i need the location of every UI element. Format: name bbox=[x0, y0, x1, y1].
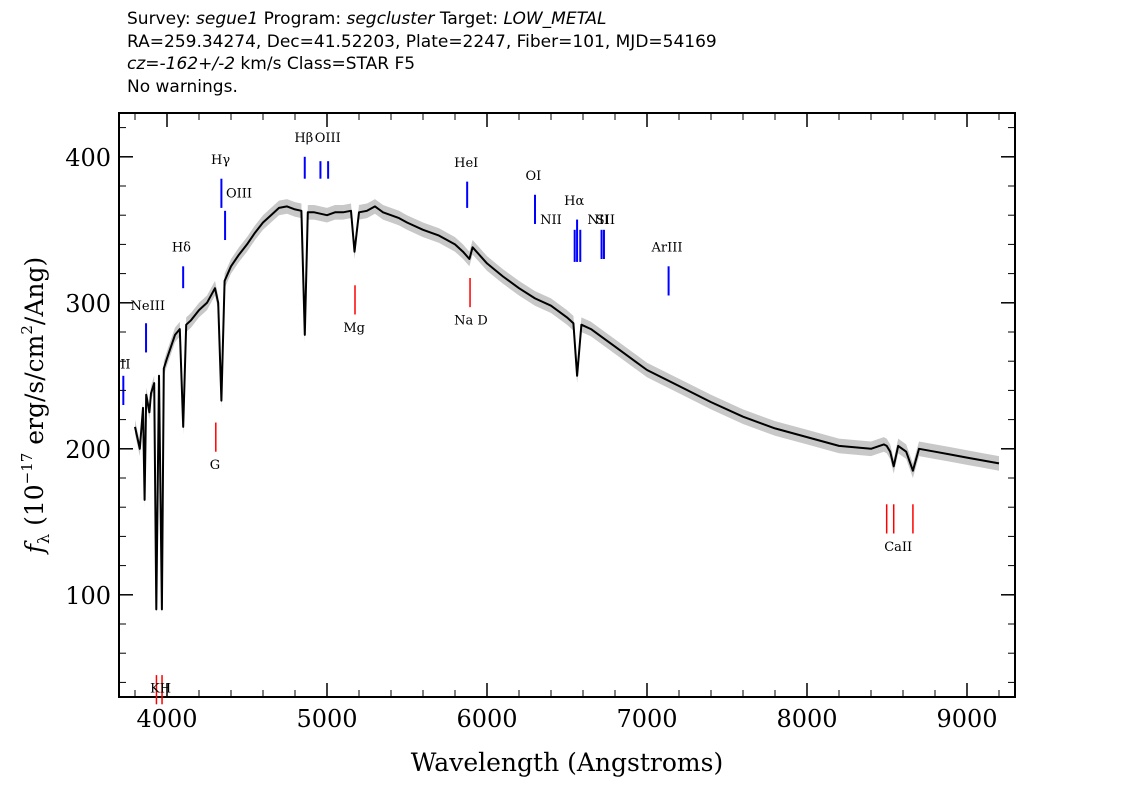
absorption-line-label: CaII bbox=[884, 540, 912, 555]
tick-layer: 4000 5000 6000 7000 8000 9000 100 200 300 400 bbox=[65, 113, 1015, 733]
emission-line-label: NeIII bbox=[131, 299, 165, 314]
flux-spectrum-line bbox=[134, 205, 1000, 611]
x-tick-label: 8000 bbox=[776, 705, 837, 733]
header-line-redshift: cz=-162+/-2 km/s Class=STAR F5 bbox=[127, 53, 717, 76]
y-tick-label: 100 bbox=[65, 582, 111, 610]
program-label: Program: bbox=[263, 9, 342, 29]
emission-line-label: OIII bbox=[226, 187, 252, 202]
survey-label: Survey: bbox=[127, 9, 191, 29]
emission-line-label: OIII bbox=[315, 131, 341, 146]
x-axis-label: Wavelength (Angstroms) bbox=[411, 748, 723, 777]
y-axis-label: fλ (10−17 erg/s/cm2/Ang) bbox=[18, 257, 53, 556]
emission-line-label: NII bbox=[587, 213, 609, 228]
x-tick-label: 6000 bbox=[456, 705, 517, 733]
header-line-survey: Survey: segue1 Program: segcluster Targe… bbox=[127, 8, 717, 31]
target-label: Target: bbox=[439, 9, 499, 29]
error-band-layer bbox=[135, 199, 999, 617]
spectrum-header: Survey: segue1 Program: segcluster Targe… bbox=[127, 8, 717, 98]
target-value: LOW_METAL bbox=[503, 9, 607, 29]
emission-line-label: Hδ bbox=[172, 241, 191, 256]
y-tick-label: 200 bbox=[65, 436, 111, 464]
cz-value: -162+/-2 bbox=[159, 54, 236, 74]
emission-line-label: ArIII bbox=[650, 241, 682, 256]
y-axis-label-f: f bbox=[20, 540, 49, 555]
cz-label: cz= bbox=[127, 54, 160, 74]
cz-rest: km/s Class=STAR F5 bbox=[235, 54, 416, 74]
spectrum-layer bbox=[134, 205, 1000, 611]
emission-line-label: Hγ bbox=[211, 153, 230, 168]
x-tick-label: 7000 bbox=[616, 705, 677, 733]
absorption-line-label: G bbox=[210, 458, 220, 473]
y-axis-label-pre: (10 bbox=[20, 484, 49, 534]
y-axis-label-post: /Ang) bbox=[20, 257, 49, 325]
y-tick-label: 400 bbox=[65, 144, 111, 172]
emission-line-label: II bbox=[120, 358, 130, 373]
y-axis-label-exp: −17 bbox=[18, 453, 36, 485]
program-value: segcluster bbox=[346, 9, 435, 29]
emission-line-label: SII bbox=[596, 213, 615, 228]
plot-frame bbox=[118, 112, 1016, 698]
x-tick-label: 9000 bbox=[936, 705, 997, 733]
absorption-line-label: Mg bbox=[343, 321, 365, 336]
header-line-warnings: No warnings. bbox=[127, 76, 238, 97]
survey-value: segue1 bbox=[196, 9, 259, 29]
emission-line-label: Hα bbox=[564, 194, 584, 209]
x-tick-label: 5000 bbox=[296, 705, 357, 733]
emission-line-label: OI bbox=[526, 169, 542, 184]
emission-line-label: NII bbox=[540, 213, 562, 228]
absorption-line-label: Na D bbox=[454, 314, 488, 329]
header-line-coordinates: RA=259.34274, Dec=41.52203, Plate=2247, … bbox=[127, 31, 717, 52]
x-tick-label: 4000 bbox=[136, 705, 197, 733]
y-axis-label-sub: λ bbox=[34, 534, 53, 544]
y-axis-label-exp2: 2 bbox=[18, 325, 36, 335]
emission-line-label: HeI bbox=[454, 156, 478, 171]
y-axis-label-mid: erg/s/cm bbox=[20, 334, 49, 452]
y-tick-label: 300 bbox=[65, 290, 111, 318]
absorption-line-label: KH bbox=[150, 682, 171, 697]
emission-line-label: Hβ bbox=[294, 131, 313, 146]
flux-error-band bbox=[135, 199, 999, 617]
